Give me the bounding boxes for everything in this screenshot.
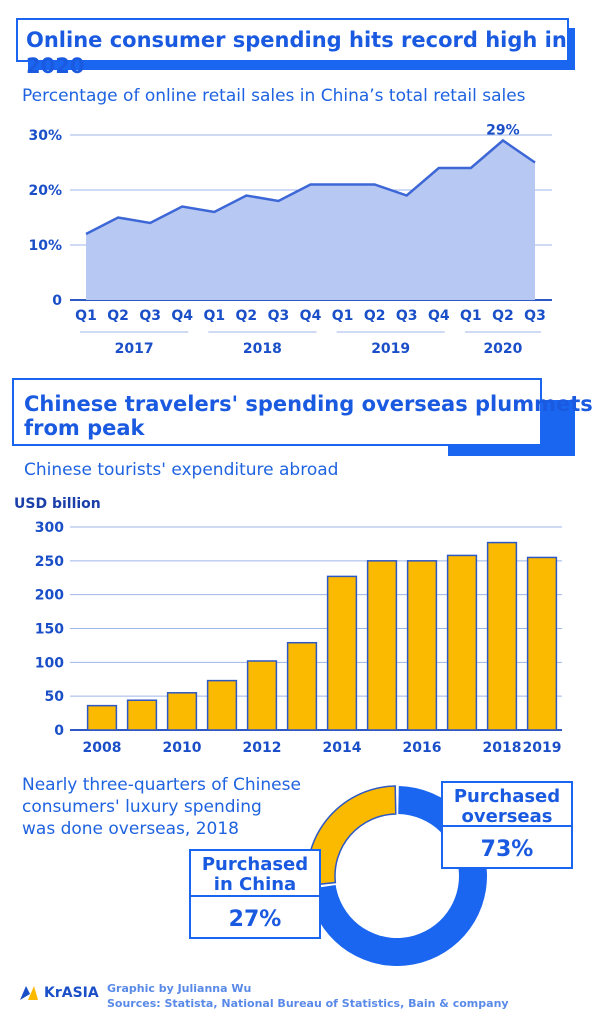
y-tick-label: 10% — [28, 238, 62, 254]
online-retail-area-chart: 0 10% 20% 30% 29% Q1 Q2 Q3 Q4 Q1 Q2 Q3 Q4 Q1 Q2 Q3 Q4 Q1 Q… — [28, 123, 552, 357]
area-fill — [86, 140, 535, 300]
chart-2-subtitle: Chinese tourists' expenditure abroad — [24, 460, 339, 480]
bar — [486, 541, 518, 731]
slice-value: 27% — [229, 907, 282, 932]
bar — [166, 692, 198, 731]
y-tick-label: 300 — [35, 520, 64, 536]
luxury-text-line1: Nearly three-quarters of Chinese — [22, 775, 301, 795]
y-tick-label: 20% — [28, 183, 62, 199]
sources-credit: Sources: Statista, National Bureau of St… — [107, 997, 509, 1010]
x-tick-label: Q2 — [107, 308, 129, 324]
x-tick-label: 2018 — [483, 740, 522, 756]
section-2-title-line2: from peak — [24, 416, 145, 440]
y-axis-unit-label: USD billion — [14, 496, 101, 512]
chart-1-subtitle: Percentage of online retail sales in Chi… — [22, 86, 526, 106]
bar — [406, 560, 438, 731]
x-tick-label: Q2 — [364, 308, 386, 324]
x-tick-label: 2008 — [83, 740, 122, 756]
peak-annotation: 29% — [486, 123, 520, 139]
tourist-expenditure-bar-chart: USD billion 0 50 100 150 200 250 300 2008 2010 201… — [14, 496, 562, 756]
area-line — [85, 138, 536, 236]
x-tick-label: Q2 — [236, 308, 258, 324]
slice-value: 73% — [481, 837, 534, 862]
x-tick-label: 2010 — [163, 740, 202, 756]
bar — [246, 660, 278, 731]
y-tick-label: 30% — [28, 128, 62, 144]
year-label: 2017 — [115, 341, 154, 357]
year-label: 2019 — [371, 341, 410, 357]
y-tick-label: 250 — [35, 554, 64, 570]
graphic-credit: Graphic by Julianna Wu — [107, 982, 252, 995]
y-tick-label: 0 — [52, 293, 62, 309]
bar — [326, 575, 358, 731]
luxury-text: Nearly three-quarters of Chinese consume… — [22, 774, 301, 840]
krasia-logo: KrASIA — [18, 984, 99, 1002]
x-tick-label: 2012 — [243, 740, 282, 756]
year-label: 2018 — [243, 341, 282, 357]
x-tick-label: Q1 — [203, 308, 225, 324]
section-2-title-line1: Chinese travelers' spending overseas plu… — [24, 392, 593, 416]
x-tick-label: Q4 — [300, 308, 322, 324]
x-tick-label: Q2 — [492, 308, 514, 324]
slice-label-line2: in China — [214, 874, 296, 895]
year-label: 2020 — [483, 341, 522, 357]
bar — [126, 699, 158, 731]
title-box-2 — [12, 378, 542, 446]
y-tick-label: 0 — [54, 723, 64, 739]
title-box-1 — [16, 18, 569, 62]
x-tick-label: Q1 — [75, 308, 97, 324]
slice-label-line1: Purchased — [454, 786, 560, 807]
x-tick-label: 2014 — [323, 740, 362, 756]
logo-text: KrASIA — [44, 985, 99, 1001]
bar — [446, 554, 478, 731]
y-tick-label: 200 — [35, 588, 64, 604]
x-tick-label: Q3 — [139, 308, 161, 324]
x-tick-label: Q3 — [268, 308, 290, 324]
x-tick-label: Q1 — [332, 308, 354, 324]
x-tick-label: Q1 — [460, 308, 482, 324]
bar — [86, 704, 118, 731]
x-tick-label: Q3 — [396, 308, 418, 324]
x-tick-label: 2019 — [523, 740, 562, 756]
luxury-text-line3: was done overseas, 2018 — [22, 819, 239, 839]
x-tick-label: Q4 — [428, 308, 450, 324]
x-tick-label: Q3 — [524, 308, 546, 324]
slice-label-line2: overseas — [462, 806, 553, 827]
krasia-logo-icon — [20, 986, 38, 1000]
donut-slice — [306, 785, 397, 887]
y-tick-label: 150 — [35, 622, 64, 638]
luxury-text-line2: consumers' luxury spending — [22, 797, 262, 817]
slice-label-line1: Purchased — [202, 854, 308, 875]
slice-label-box — [189, 849, 321, 939]
bar — [366, 560, 398, 731]
section-1-title: Online consumer spending hits record hig… — [26, 28, 567, 78]
x-tick-label: Q4 — [171, 308, 193, 324]
y-tick-label: 100 — [35, 655, 64, 671]
y-tick-label: 50 — [45, 689, 65, 705]
bar — [286, 641, 318, 731]
bar — [526, 556, 558, 731]
bar — [206, 679, 238, 731]
x-tick-label: 2016 — [403, 740, 442, 756]
